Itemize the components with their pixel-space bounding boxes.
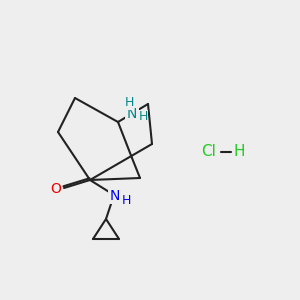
Text: N: N bbox=[127, 107, 137, 121]
Text: H: H bbox=[124, 97, 134, 110]
Text: Cl: Cl bbox=[202, 145, 216, 160]
Text: H: H bbox=[121, 194, 131, 206]
Text: N: N bbox=[110, 189, 120, 203]
Text: H: H bbox=[233, 145, 245, 160]
Text: H: H bbox=[138, 110, 148, 124]
Text: O: O bbox=[51, 182, 62, 196]
